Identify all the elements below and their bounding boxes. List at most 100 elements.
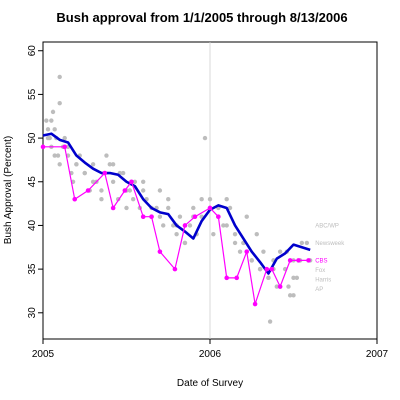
poll-point [277, 249, 283, 254]
poll-point [202, 135, 208, 141]
poll-point [90, 179, 96, 184]
poll-point [244, 214, 249, 219]
poll-point [291, 293, 296, 298]
poll-point [110, 162, 116, 167]
cbs-point [224, 275, 229, 281]
cbs-point [102, 170, 108, 176]
pollster-label: CBS [315, 258, 327, 264]
x-tick-label: 2006 [199, 349, 222, 360]
poll-point [107, 162, 113, 167]
poll-point [104, 153, 109, 158]
cbs-series-layer [40, 144, 311, 307]
cbs-point [140, 214, 146, 220]
poll-point [177, 214, 183, 219]
poll-point [57, 100, 62, 106]
cbs-point [122, 188, 128, 193]
poll-point [261, 249, 266, 254]
cbs-point [269, 266, 275, 272]
poll-point [57, 162, 62, 167]
poll-point [221, 223, 226, 228]
cbs-point [296, 258, 301, 263]
cbs-point [216, 214, 221, 220]
x-tick-label: 2007 [366, 349, 389, 360]
trend-line-layer [42, 132, 311, 275]
poll-point [232, 231, 238, 237]
poll-point [99, 197, 104, 202]
poll-point [55, 153, 61, 158]
poll-point [199, 197, 204, 202]
poll-point [157, 188, 163, 193]
poll-point [50, 109, 56, 115]
cbs-point [207, 205, 213, 211]
cbs-point [252, 301, 258, 307]
poll-point [110, 179, 116, 184]
cbs-point [234, 275, 240, 281]
pollster-labels: ABC/WP Newsweek CBS Fox Harris AP [315, 223, 345, 293]
y-tick-label: 30 [27, 307, 38, 319]
trend-line [42, 132, 311, 275]
poll-point [120, 170, 126, 176]
poll-point [157, 214, 163, 219]
cbs-point [182, 223, 188, 228]
poll-point [274, 284, 279, 289]
cbs-point [62, 144, 68, 150]
y-tick-label: 35 [27, 263, 38, 275]
poll-point [237, 249, 243, 254]
poll-point [127, 188, 133, 193]
poll-point [224, 223, 229, 228]
poll-point [49, 118, 54, 123]
poll-point [90, 162, 96, 167]
pollster-label: Fox [315, 268, 325, 274]
poll-point [52, 153, 57, 158]
cbs-point [149, 214, 154, 220]
poll-point [291, 275, 296, 281]
x-tick-label: 2005 [32, 349, 55, 360]
poll-point [266, 275, 271, 281]
y-tick-label: 45 [27, 176, 38, 188]
poll-point [44, 118, 49, 123]
poll-point [57, 74, 62, 80]
cbs-point [277, 284, 283, 289]
cbs-point [172, 266, 178, 272]
x-axis-label: Date of Survey [177, 378, 243, 389]
poll-point [74, 162, 79, 167]
poll-point [45, 127, 51, 132]
poll-point [294, 275, 300, 281]
cbs-point [129, 179, 134, 185]
poll-point [141, 188, 146, 193]
poll-points [44, 74, 313, 324]
cbs-point [264, 266, 270, 272]
poll-point [45, 135, 51, 141]
poll-point [286, 284, 291, 289]
poll-point [211, 231, 216, 237]
poll-point [257, 266, 263, 272]
cbs-point [306, 258, 311, 263]
cbs-point [110, 205, 116, 211]
poll-point [166, 197, 171, 202]
poll-point [232, 240, 238, 246]
poll-point [224, 197, 229, 202]
poll-point [287, 293, 293, 298]
cbs-point [157, 249, 163, 254]
y-axis: 30 35 40 45 50 55 60 [27, 45, 43, 319]
poll-point [249, 258, 254, 263]
poll-point [299, 240, 305, 246]
pollster-label: Newsweek [315, 241, 345, 247]
pollster-label: Harris [315, 278, 331, 284]
cbs-point [192, 214, 198, 220]
y-tick-label: 55 [27, 88, 38, 100]
poll-point [82, 170, 87, 176]
poll-point [132, 179, 138, 184]
poll-point [161, 223, 166, 228]
poll-point [187, 223, 193, 228]
poll-point [182, 240, 188, 246]
cbs-point [244, 249, 250, 254]
poll-point [304, 240, 310, 246]
poll-point [207, 197, 213, 202]
poll-point [99, 188, 104, 193]
y-tick-label: 50 [27, 132, 38, 144]
poll-point [166, 205, 171, 211]
x-axis: 2005 2006 2007 [32, 339, 389, 360]
pollster-label: AP [315, 287, 323, 293]
